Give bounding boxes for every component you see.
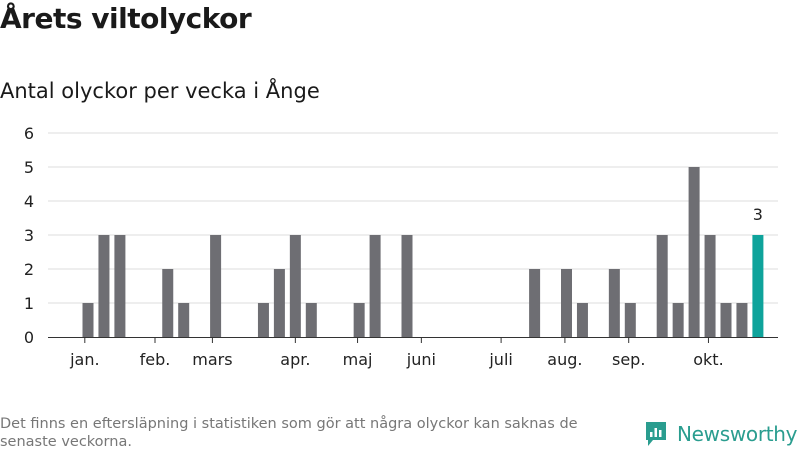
y-tick-label: 0 xyxy=(24,328,34,347)
x-tick-label: jan. xyxy=(69,350,99,369)
brand-name: Newsworthy xyxy=(677,422,798,446)
newsworthy-logo-icon xyxy=(646,422,666,446)
x-tick-label: feb. xyxy=(140,350,171,369)
brand-logo: Newsworthy xyxy=(644,420,798,448)
bar xyxy=(210,235,222,337)
bar xyxy=(289,235,301,337)
y-tick-label: 5 xyxy=(24,158,34,177)
x-tick-label: mars xyxy=(192,350,232,369)
y-tick-label: 1 xyxy=(24,294,34,313)
bar xyxy=(736,303,748,337)
bar xyxy=(688,167,700,337)
y-tick-label: 3 xyxy=(24,226,34,245)
data-label: 3 xyxy=(753,205,763,224)
bar xyxy=(672,303,684,337)
bar xyxy=(178,303,190,337)
bar xyxy=(656,235,668,337)
bar xyxy=(82,303,94,337)
bar xyxy=(353,303,365,337)
chart-title: Årets viltolyckor xyxy=(0,2,252,35)
bar xyxy=(273,269,285,337)
bar xyxy=(720,303,732,337)
bar xyxy=(305,303,317,337)
bar xyxy=(529,269,541,337)
x-tick-label: maj xyxy=(343,350,373,369)
bar xyxy=(561,269,572,337)
footnote: Det finns en eftersläpning i statistiken… xyxy=(0,416,578,450)
x-tick-label: juli xyxy=(488,350,512,369)
bar-chart: 0 1 2 3 4 5 6 3 jan. feb. mars apr. maj juni juli aug. s… xyxy=(24,124,778,369)
chart-subtitle: Antal olyckor per vecka i Ånge xyxy=(0,79,320,103)
bar xyxy=(114,235,126,337)
bar xyxy=(401,235,413,337)
bar xyxy=(576,303,588,337)
x-tick-label: apr. xyxy=(280,350,310,369)
bar xyxy=(369,235,381,337)
y-tick-label: 4 xyxy=(24,192,34,211)
bar xyxy=(257,303,269,337)
x-tick-label: sep. xyxy=(612,350,645,369)
bar xyxy=(704,235,716,337)
bar xyxy=(608,269,620,337)
bar xyxy=(624,303,636,337)
y-tick-label: 2 xyxy=(24,260,34,279)
x-tick-label: okt. xyxy=(693,350,723,369)
bar xyxy=(162,269,174,337)
x-tick-label: aug. xyxy=(547,350,582,369)
bar xyxy=(98,235,110,337)
y-tick-label: 6 xyxy=(24,124,34,143)
x-tick-label: juni xyxy=(406,350,436,369)
bar-highlight xyxy=(752,235,764,337)
